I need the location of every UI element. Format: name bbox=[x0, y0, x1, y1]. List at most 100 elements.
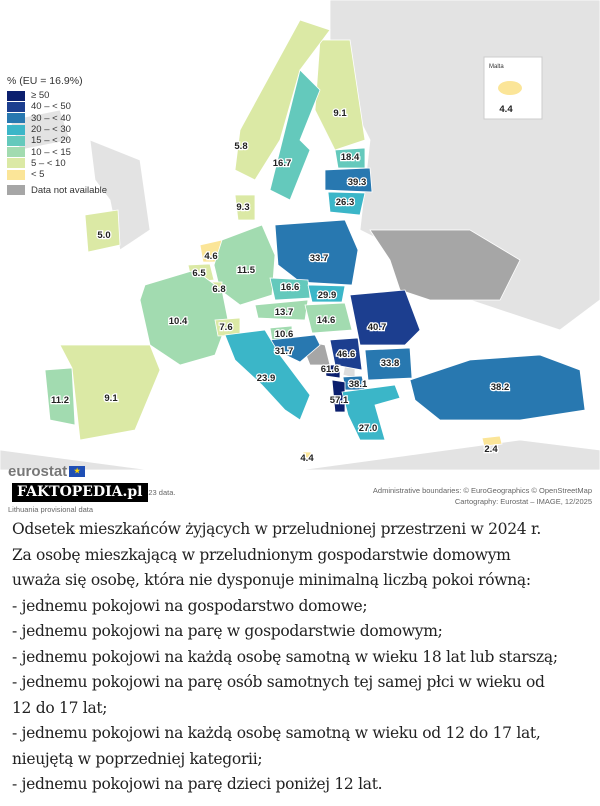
value-label-hungary: 14.6 bbox=[317, 315, 336, 326]
region-denmark bbox=[234, 194, 256, 221]
legend-label: < 5 bbox=[31, 169, 45, 181]
caption-line: - jednemu pokojowi na parę osób samotnyc… bbox=[12, 673, 545, 691]
value-label-bulgaria: 33.8 bbox=[381, 358, 400, 369]
caption-line: - jednemu pokojowi na każdą osobę samotn… bbox=[12, 724, 541, 742]
legend-item: 15 – < 20 bbox=[7, 135, 107, 146]
ukraine bbox=[369, 229, 521, 301]
region-italy bbox=[224, 329, 311, 421]
legend-swatch bbox=[7, 124, 25, 135]
region-bulgaria bbox=[364, 347, 413, 381]
region-slovakia bbox=[307, 284, 346, 303]
malta-inset-value: 4.4 bbox=[499, 104, 513, 115]
legend-label: 30 – < 40 bbox=[31, 112, 71, 124]
legend-swatch bbox=[7, 101, 25, 112]
value-label-portugal: 11.2 bbox=[51, 395, 69, 406]
caption-line: uważa się osobę, która nie dysponuje min… bbox=[12, 571, 531, 589]
region-sweden bbox=[269, 69, 321, 201]
malta-inset-title: Malta bbox=[489, 64, 504, 70]
region-portugal bbox=[44, 367, 76, 426]
value-label-malta: 4.4 bbox=[300, 453, 314, 464]
value-label-cyprus: 2.4 bbox=[484, 444, 498, 455]
value-label-turkey: 38.2 bbox=[491, 382, 510, 393]
value-label-slovenia: 10.6 bbox=[275, 329, 294, 340]
value-label-greece: 27.0 bbox=[359, 423, 378, 434]
caption: Odsetek mieszkańców żyjących w przeludni… bbox=[12, 517, 597, 798]
legend-item: 40 – < 50 bbox=[7, 101, 107, 112]
faktopedia-watermark: FAKTOPEDIA.pl bbox=[12, 483, 148, 502]
value-label-ireland: 5.0 bbox=[97, 230, 110, 241]
value-label-lithuania: 26.3 bbox=[336, 197, 355, 208]
legend-label: Data not available bbox=[31, 184, 108, 196]
region-serbia bbox=[329, 337, 363, 371]
region-greece bbox=[341, 384, 401, 441]
value-label-poland: 33.7 bbox=[310, 253, 329, 264]
caption-line: 12 do 17 lat; bbox=[12, 698, 108, 717]
value-label-latvia: 39.3 bbox=[348, 177, 367, 188]
legend-item: 30 – < 40 bbox=[7, 113, 107, 124]
region-romania bbox=[349, 289, 421, 346]
legend: % (EU = 16.9%) ≥ 50 40 – < 50 30 – < 40 20 … bbox=[7, 75, 107, 196]
legend-swatch bbox=[7, 90, 25, 101]
legend-swatch bbox=[7, 158, 25, 169]
caption-line: - jednemu pokojowi na każdą osobę samotn… bbox=[12, 647, 558, 666]
caption-line: - jednemu pokojowi na gospodarstwo domow… bbox=[12, 596, 368, 615]
legend-label: 5 – < 10 bbox=[31, 157, 66, 169]
value-label-montenegro: 61.6 bbox=[321, 364, 340, 375]
region-lithuania bbox=[327, 191, 366, 216]
legend-swatch bbox=[7, 113, 25, 124]
region-cyprus bbox=[481, 435, 503, 447]
value-label-czechia: 16.6 bbox=[281, 282, 300, 293]
value-label-austria: 13.7 bbox=[275, 307, 294, 318]
value-label-italy: 23.9 bbox=[257, 373, 276, 384]
legend-item: 5 – < 10 bbox=[7, 158, 107, 169]
value-label-netherlands: 4.6 bbox=[204, 251, 217, 262]
legend-swatch bbox=[7, 185, 25, 196]
legend-swatch bbox=[7, 169, 25, 180]
region-montenegro bbox=[324, 364, 341, 379]
value-label-belgium: 6.5 bbox=[192, 268, 206, 279]
legend-label: ≥ 50 bbox=[31, 90, 50, 102]
note-lithuania: Lithuania provisional data bbox=[8, 505, 94, 514]
value-label-norway: 5.8 bbox=[234, 141, 247, 152]
value-label-estonia: 18.4 bbox=[341, 152, 360, 163]
europe-map: 9.1 5.8 16.7 18.4 39.3 26.3 9.3 5.0 4.6 6.5 11.5 6.… bbox=[0, 0, 600, 471]
logo-text: eurostat bbox=[8, 463, 68, 480]
value-label-denmark: 9.3 bbox=[236, 202, 249, 213]
region-hungary bbox=[304, 302, 353, 334]
region-latvia bbox=[324, 167, 373, 193]
land-background-north-africa bbox=[0, 439, 600, 471]
caption-line: nieujętą w poprzedniej kategorii; bbox=[12, 749, 263, 768]
region-albania bbox=[331, 379, 346, 413]
value-label-sweden: 16.7 bbox=[273, 158, 292, 169]
note-data-year: 2023 data. bbox=[140, 488, 176, 497]
uk bbox=[89, 139, 151, 251]
caption-line: - jednemu pokojowi na parę dzieci poniże… bbox=[12, 775, 383, 793]
legend-item-na: Data not available bbox=[7, 184, 108, 196]
caption-line: - jednemu pokojowi na parę w gospodarstw… bbox=[12, 622, 443, 640]
legend-label: 15 – < 20 bbox=[31, 135, 71, 147]
value-label-france: 10.4 bbox=[169, 316, 188, 327]
region-turkey bbox=[409, 354, 586, 421]
legend-item: ≥ 50 bbox=[7, 90, 107, 101]
region-ireland bbox=[84, 209, 121, 253]
value-label-north-macedonia: 38.1 bbox=[349, 379, 368, 390]
caption-line: Za osobę mieszkającą w przeludnionym gos… bbox=[12, 545, 511, 564]
region-germany bbox=[213, 224, 276, 306]
value-label-albania: 57.1 bbox=[330, 395, 349, 406]
value-label-croatia: 31.7 bbox=[275, 346, 294, 357]
legend-item: 20 – < 30 bbox=[7, 124, 107, 135]
credit-cartography: Cartography: Eurostat – IMAGE, 12/2025 bbox=[454, 497, 592, 506]
caption-line: Odsetek mieszkańców żyjących w przeludni… bbox=[12, 520, 542, 538]
legend-label: 10 – < 15 bbox=[31, 146, 71, 158]
legend-title: % (EU = 16.9%) bbox=[7, 75, 83, 87]
value-label-romania: 40.7 bbox=[368, 322, 387, 333]
legend-item: 10 – < 15 bbox=[7, 146, 107, 158]
legend-label: 40 – < 50 bbox=[31, 101, 71, 113]
region-czechia bbox=[269, 277, 311, 301]
legend-swatch bbox=[7, 147, 25, 158]
legend-swatch bbox=[7, 135, 25, 146]
value-label-switzerland: 7.6 bbox=[219, 322, 232, 333]
region-austria bbox=[254, 299, 309, 321]
value-label-slovakia: 29.9 bbox=[318, 290, 337, 301]
value-label-spain: 9.1 bbox=[104, 393, 118, 404]
